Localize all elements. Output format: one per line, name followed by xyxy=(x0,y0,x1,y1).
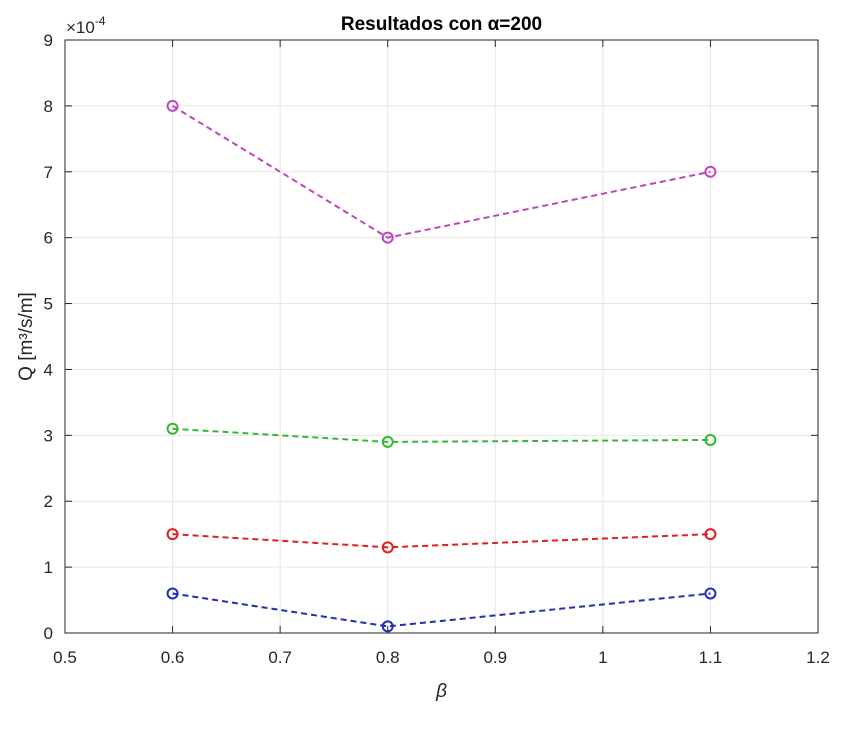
y-tick-label: 0 xyxy=(44,624,53,643)
y-tick-label: 7 xyxy=(44,163,53,182)
x-tick-label: 1.2 xyxy=(806,648,830,667)
x-axis-label: β xyxy=(435,681,447,702)
data-point xyxy=(704,587,717,600)
series-line xyxy=(172,427,711,443)
y-axis-label: Q [m³/s/m] xyxy=(16,292,37,381)
x-tick-label: 0.8 xyxy=(376,648,400,667)
y-tick-label: 5 xyxy=(44,295,53,314)
y-tick-label: 4 xyxy=(44,360,53,379)
x-tick-label: 1.1 xyxy=(699,648,723,667)
data-point xyxy=(166,99,179,112)
data-point xyxy=(381,435,394,448)
data-point xyxy=(166,422,179,435)
y-tick-label: 1 xyxy=(44,558,53,577)
x-tick-label: 0.7 xyxy=(268,648,292,667)
y-axis-exponent-base: ×10 xyxy=(66,18,95,37)
data-point xyxy=(704,433,717,446)
y-axis-exponent-power: -4 xyxy=(95,14,106,28)
data-point xyxy=(704,528,717,541)
y-tick-label: 3 xyxy=(44,426,53,445)
data-point xyxy=(381,231,394,244)
x-tick-label: 1 xyxy=(598,648,607,667)
data-point xyxy=(166,587,179,600)
x-tick-label: 0.5 xyxy=(53,648,77,667)
chart-title: Resultados con α=200 xyxy=(341,14,542,35)
x-tick-label: 0.9 xyxy=(483,648,507,667)
axes-box xyxy=(64,39,819,634)
data-point xyxy=(166,528,179,541)
y-tick-label: 6 xyxy=(44,229,53,248)
y-tick-label: 2 xyxy=(44,492,53,511)
data-point xyxy=(704,165,717,178)
y-tick-label: 9 xyxy=(44,31,53,50)
data-point xyxy=(381,541,394,554)
series-group xyxy=(166,99,717,633)
axis-ticks: 0.5 0.6 0.7 0.8 0.9 1 1.1 1.2 0 1 2 3 4 5 6 7 8 9 xyxy=(44,31,830,667)
series-line xyxy=(172,105,711,239)
series-line xyxy=(172,533,711,549)
x-tick-label: 0.6 xyxy=(161,648,185,667)
y-tick-label: 8 xyxy=(44,97,53,116)
y-axis-exponent: ×10-4 xyxy=(66,14,106,37)
data-point xyxy=(381,620,394,633)
series-line xyxy=(172,592,711,628)
